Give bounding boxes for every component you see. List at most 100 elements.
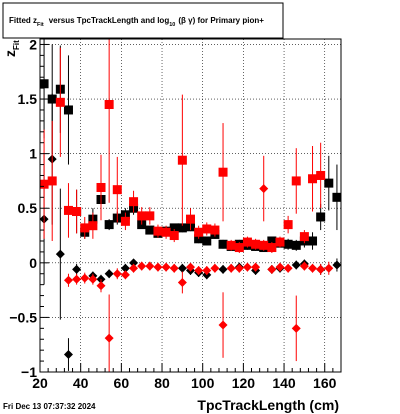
data-point-diamond [291,323,301,333]
data-point-square [218,239,228,249]
data-point-square [316,170,326,180]
data-point-square [39,179,49,189]
data-point-diamond [202,265,212,275]
data-point-square [129,197,139,207]
data-point-diamond [88,274,98,284]
data-point-square [104,220,114,230]
data-point-square [80,223,90,233]
data-point-diamond [324,263,334,273]
data-point-square [145,211,155,221]
data-point-diamond [299,261,309,271]
data-point-square [177,223,187,233]
data-point-diamond [291,260,301,270]
data-point-diamond [137,261,147,271]
y-tick-label: 2 [29,36,37,52]
data-point-diamond [120,263,130,273]
data-point-diamond [308,263,318,273]
data-point-square [63,105,73,115]
title-middle: versus TpcTrackLength and log [49,16,170,25]
data-point-square [177,155,187,165]
title-suffix: (β γ) for Primary pion+ [178,16,264,25]
data-point-square [145,225,155,235]
data-point-square [104,100,114,110]
data-point-square [267,243,277,253]
y-tick-label: 1.5 [18,91,38,107]
x-axis-title: TpcTrackLength (cm) [197,397,339,413]
data-point-diamond [234,263,244,273]
data-point-square [234,243,244,253]
data-point-square [291,176,301,186]
data-point-square [186,214,195,224]
data-point-square [96,182,106,192]
data-point-diamond [251,262,261,272]
data-point-square [218,167,228,177]
x-tick-label: 140 [272,375,296,391]
y-tick-label: 0.5 [18,200,38,216]
axis-ticks [39,43,334,373]
data-point-diamond [63,275,73,285]
data-point-square [332,192,342,202]
title-prefix: Fitted z [9,16,37,25]
data-point-diamond [169,263,179,273]
data-point-diamond [112,269,122,279]
data-point-square [55,97,65,107]
data-point-square [283,239,293,249]
data-point-diamond [177,263,187,273]
data-point-diamond [259,184,269,194]
data-point-diamond [186,262,195,272]
data-point-square [169,223,179,233]
x-tick-label: 40 [73,375,89,391]
data-point-square [153,226,163,236]
data-point-square [308,174,318,184]
data-point-square [259,240,269,250]
plot-frame [39,38,342,373]
data-point-diamond [145,261,155,271]
data-point-square [324,178,334,188]
series-red-square [39,39,326,253]
data-point-diamond [55,249,65,259]
y-tick-label: −1 [21,364,37,380]
series-red-diamond [63,155,334,372]
x-tick-label: 80 [154,375,170,391]
data-point-diamond [332,260,342,270]
data-point-square [137,211,147,221]
x-tick-label: 120 [232,375,256,391]
data-point-diamond [104,333,114,343]
data-point-diamond [96,281,106,291]
data-point-square [275,237,285,247]
data-point-diamond [72,274,82,284]
data-point-square [47,176,57,186]
data-point-diamond [63,350,73,360]
data-point-square [291,240,301,250]
data-point-diamond [242,262,252,272]
y-tick-label: 1 [29,146,37,162]
data-point-square [210,225,220,235]
data-point-diamond [120,270,130,280]
x-tick-label: 20 [32,375,48,391]
data-point-diamond [226,263,236,273]
x-tick-label: 160 [313,375,337,391]
data-point-square [63,205,73,215]
data-point-square [202,224,212,234]
data-point-diamond [80,273,90,283]
y-axis-title-sub: Fit [12,40,21,50]
data-point-square [202,236,212,246]
data-point-square [169,231,179,241]
data-points [39,39,342,372]
data-point-square [283,220,293,230]
y-tick-label: 0 [29,255,37,271]
data-point-diamond [194,265,204,275]
data-point-square [299,232,309,242]
data-point-square [72,207,82,217]
data-point-square [308,236,318,246]
data-point-square [226,240,236,250]
data-point-diamond [161,262,171,272]
x-tick-label: 100 [191,375,215,391]
data-point-square [161,227,171,237]
y-tick-label: −0.5 [9,309,37,325]
data-point-square [316,212,326,222]
data-point-square [251,239,261,249]
data-point-square [112,185,122,195]
data-point-square [39,79,49,89]
chart-title: Fitted zFit versus TpcTrackLength and log… [2,2,284,39]
